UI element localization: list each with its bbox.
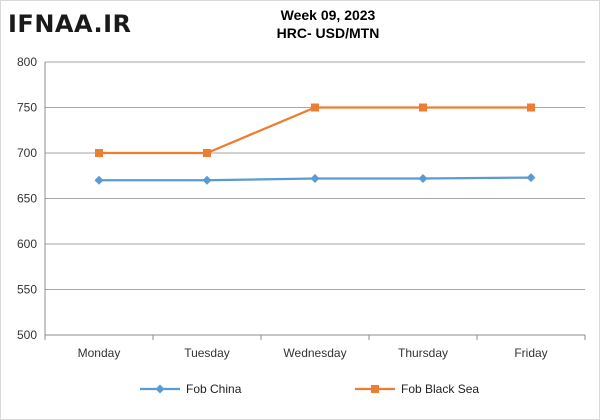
y-tick-label: 550 bbox=[17, 283, 37, 297]
y-tick-label: 650 bbox=[17, 192, 37, 206]
chart-subtitle: HRC- USD/MTN bbox=[276, 25, 380, 41]
y-tick-label: 750 bbox=[17, 101, 37, 115]
y-tick-label: 800 bbox=[17, 55, 37, 69]
data-point-series-1 bbox=[202, 175, 212, 185]
legend-label-1: Fob China bbox=[186, 382, 242, 396]
y-tick-label: 600 bbox=[17, 237, 37, 251]
series-line-2 bbox=[99, 106, 531, 155]
data-point-series-2 bbox=[95, 149, 103, 157]
x-tick-label: Monday bbox=[78, 346, 121, 360]
data-point-series-2 bbox=[311, 103, 319, 112]
data-point-series-1 bbox=[418, 173, 428, 183]
data-point-series-2 bbox=[419, 103, 427, 112]
y-tick-label: 500 bbox=[17, 328, 37, 342]
legend-marker-2 bbox=[371, 385, 379, 393]
data-point-series-1 bbox=[526, 173, 536, 183]
data-point-series-2 bbox=[203, 149, 211, 157]
x-tick-label: Tuesday bbox=[184, 346, 230, 360]
x-tick-label: Wednesday bbox=[283, 346, 346, 360]
legend-marker-1 bbox=[155, 384, 165, 394]
chart-title: Week 09, 2023 bbox=[280, 7, 376, 23]
x-tick-label: Friday bbox=[514, 346, 547, 360]
data-point-series-2 bbox=[527, 103, 535, 112]
y-tick-label: 700 bbox=[17, 146, 37, 160]
x-tick-label: Thursday bbox=[398, 346, 448, 360]
data-point-series-1 bbox=[310, 173, 320, 183]
data-point-series-1 bbox=[94, 175, 104, 185]
legend-label-2: Fob Black Sea bbox=[401, 382, 479, 396]
watermark-logo: IFNAA.IR bbox=[8, 10, 132, 38]
